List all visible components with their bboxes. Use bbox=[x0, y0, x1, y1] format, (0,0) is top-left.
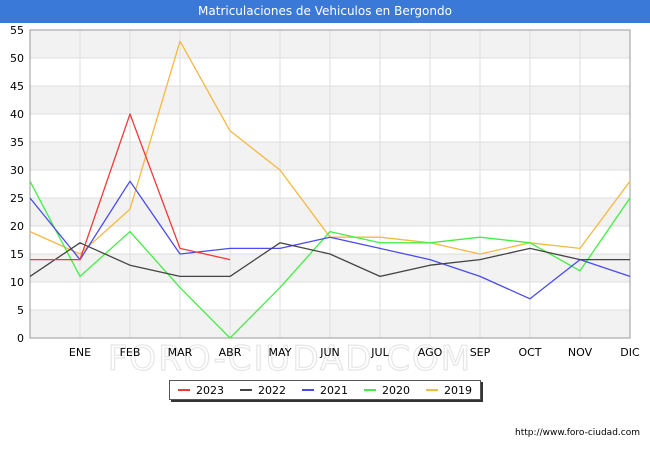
legend-label: 2019 bbox=[444, 383, 472, 397]
x-tick-label: ENE bbox=[69, 346, 91, 359]
legend-item-2023: 2023 bbox=[178, 384, 224, 397]
legend-swatch bbox=[364, 389, 376, 391]
y-tick-label: 20 bbox=[10, 220, 24, 233]
x-tick-label: NOV bbox=[568, 346, 593, 359]
x-tick-label: ABR bbox=[219, 346, 242, 359]
y-tick-label: 35 bbox=[10, 136, 24, 149]
y-tick-label: 0 bbox=[17, 332, 24, 345]
legend-swatch bbox=[302, 389, 314, 391]
series-line-2020 bbox=[29, 180, 631, 339]
source-url[interactable]: http://www.foro-ciudad.com bbox=[515, 428, 640, 438]
y-tick-label: 50 bbox=[10, 52, 24, 65]
plot-border bbox=[29, 29, 631, 339]
y-tick-label: 10 bbox=[10, 276, 24, 289]
y-tick-label: 15 bbox=[10, 248, 24, 261]
legend-item-2019: 2019 bbox=[426, 384, 472, 397]
legend-item-2022: 2022 bbox=[240, 384, 286, 397]
legend-swatch bbox=[240, 389, 252, 391]
legend-label: 2021 bbox=[320, 383, 348, 397]
x-tick-label: JUN bbox=[319, 346, 340, 359]
legend-label: 2023 bbox=[196, 383, 224, 397]
y-tick-label: 45 bbox=[10, 80, 24, 93]
x-tick-label: MAY bbox=[269, 346, 292, 359]
legend-swatch bbox=[178, 389, 190, 391]
x-tick-label: MAR bbox=[168, 346, 193, 359]
chart-legend: 2023 2022 2021 2020 2019 bbox=[169, 380, 481, 400]
legend-label: 2020 bbox=[382, 383, 410, 397]
x-tick-label: JUL bbox=[370, 346, 389, 359]
legend-item-2020: 2020 bbox=[364, 384, 410, 397]
x-tick-label: FEB bbox=[120, 346, 141, 359]
x-tick-label: AGO bbox=[418, 346, 443, 359]
x-tick-label: SEP bbox=[470, 346, 491, 359]
y-tick-label: 25 bbox=[10, 192, 24, 205]
x-tick-label: OCT bbox=[518, 346, 541, 359]
legend-swatch bbox=[426, 389, 438, 391]
legend-label: 2022 bbox=[258, 383, 286, 397]
chart-title: Matriculaciones de Vehiculos en Bergondo bbox=[0, 0, 650, 23]
y-tick-label: 55 bbox=[10, 24, 24, 37]
watermark-text: FORO-CIUDAD.COM bbox=[108, 339, 472, 379]
series-line-2023 bbox=[30, 113, 231, 261]
legend-item-2021: 2021 bbox=[302, 384, 348, 397]
series-line-2022 bbox=[29, 242, 630, 278]
series-line-2021 bbox=[29, 180, 631, 300]
x-tick-label: DIC bbox=[620, 346, 640, 359]
y-tick-label: 5 bbox=[17, 304, 24, 317]
y-tick-label: 40 bbox=[10, 108, 24, 121]
y-tick-label: 30 bbox=[10, 164, 24, 177]
